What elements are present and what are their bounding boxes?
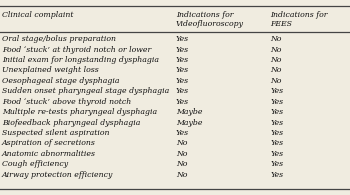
Text: Clinical complaint: Clinical complaint — [2, 11, 73, 19]
Text: Yes: Yes — [270, 150, 284, 158]
Text: No: No — [270, 56, 281, 64]
Text: Suspected silent aspiration: Suspected silent aspiration — [2, 129, 109, 137]
Text: Yes: Yes — [176, 129, 189, 137]
Text: Biofeedback pharyngeal dysphagia: Biofeedback pharyngeal dysphagia — [2, 119, 140, 127]
Text: Maybe: Maybe — [176, 119, 202, 127]
Text: Multiple re-tests pharyngeal dysphagia: Multiple re-tests pharyngeal dysphagia — [2, 108, 157, 116]
Text: Yes: Yes — [176, 46, 189, 54]
Text: Yes: Yes — [270, 171, 284, 179]
Text: Food ‘stuck’ at thyroid notch or lower: Food ‘stuck’ at thyroid notch or lower — [2, 46, 151, 54]
Text: Oral stage/bolus preparation: Oral stage/bolus preparation — [2, 35, 116, 43]
Text: Yes: Yes — [270, 119, 284, 127]
Text: Unexplained weight loss: Unexplained weight loss — [2, 66, 98, 74]
Text: No: No — [176, 150, 187, 158]
Text: Yes: Yes — [176, 87, 189, 95]
Text: No: No — [176, 139, 187, 147]
Text: No: No — [270, 77, 281, 85]
Text: Yes: Yes — [176, 35, 189, 43]
Text: Yes: Yes — [270, 98, 284, 106]
Text: Food ‘stuck’ above thyroid notch: Food ‘stuck’ above thyroid notch — [2, 98, 131, 106]
Text: Initial exam for longstanding dysphagia: Initial exam for longstanding dysphagia — [2, 56, 159, 64]
Text: Yes: Yes — [270, 87, 284, 95]
Text: Oesophageal stage dysphagia: Oesophageal stage dysphagia — [2, 77, 119, 85]
Text: Cough efficiency: Cough efficiency — [2, 160, 68, 168]
Text: No: No — [270, 66, 281, 74]
Text: Yes: Yes — [270, 139, 284, 147]
Text: Indications for
Videofluoroscopy: Indications for Videofluoroscopy — [176, 11, 244, 28]
Text: Yes: Yes — [176, 98, 189, 106]
Text: Indications for
FEES: Indications for FEES — [270, 11, 328, 28]
Text: Anatomic abnormalities: Anatomic abnormalities — [2, 150, 96, 158]
Text: Maybe: Maybe — [176, 108, 202, 116]
Text: No: No — [176, 171, 187, 179]
Text: Airway protection efficiency: Airway protection efficiency — [2, 171, 113, 179]
Text: Yes: Yes — [176, 77, 189, 85]
Text: Yes: Yes — [270, 129, 284, 137]
Text: No: No — [176, 160, 187, 168]
Text: No: No — [270, 35, 281, 43]
Text: Yes: Yes — [176, 56, 189, 64]
Text: Sudden onset pharyngeal stage dysphagia: Sudden onset pharyngeal stage dysphagia — [2, 87, 169, 95]
Text: Yes: Yes — [270, 160, 284, 168]
Text: No: No — [270, 46, 281, 54]
Text: Yes: Yes — [270, 108, 284, 116]
Text: Aspiration of secretions: Aspiration of secretions — [2, 139, 96, 147]
Text: Yes: Yes — [176, 66, 189, 74]
